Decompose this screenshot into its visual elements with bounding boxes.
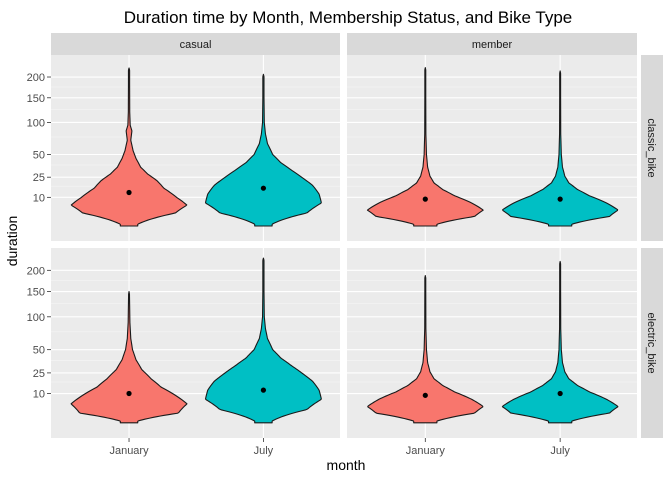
median-point xyxy=(260,185,267,191)
median-point xyxy=(557,390,563,397)
median-point xyxy=(260,387,267,393)
y-tick-label: 200 xyxy=(27,265,45,277)
x-axis-title: month xyxy=(327,457,366,473)
violin-member-classic_bike-July xyxy=(502,70,619,227)
median-point xyxy=(557,196,563,202)
strip-label-casual: casual xyxy=(180,39,212,51)
y-tick-label: 100 xyxy=(27,312,45,324)
strip-background-top xyxy=(347,33,637,55)
median-point xyxy=(422,196,428,202)
y-tick-label: 100 xyxy=(27,117,45,129)
y-tick-label: 150 xyxy=(27,93,45,105)
violin-member-classic_bike-January xyxy=(366,67,484,227)
violin-member-electric_bike-January xyxy=(367,275,484,424)
y-tick-label: 200 xyxy=(27,72,45,84)
violin-casual-classic_bike-July xyxy=(204,73,322,227)
y-axis-title: duration xyxy=(4,216,20,267)
violin-casual-electric_bike-January xyxy=(70,291,188,424)
chart-title: Duration time by Month, Membership Statu… xyxy=(124,8,573,27)
violin-member-electric_bike-July xyxy=(501,260,619,424)
y-tick-label: 50 xyxy=(33,150,45,162)
y-tick-label: 10 xyxy=(33,192,45,204)
y-tick-label: 50 xyxy=(33,345,45,357)
y-tick-label: 25 xyxy=(33,368,45,380)
strip-background-right xyxy=(641,248,663,438)
x-tick-label: July xyxy=(550,445,570,457)
strip-background-right xyxy=(641,55,663,241)
median-point xyxy=(126,390,132,397)
facet-panels: casual member classic_bike electric_bike 10 2… xyxy=(27,33,663,457)
y-tick-label: 25 xyxy=(33,172,45,184)
median-point xyxy=(126,189,132,196)
y-tick-label: 10 xyxy=(33,389,45,401)
x-tick-label: January xyxy=(406,445,446,457)
x-tick-label: January xyxy=(109,445,149,457)
x-tick-label: July xyxy=(254,445,274,457)
strip-label-member: member xyxy=(472,39,513,51)
strip-background-top xyxy=(51,33,340,55)
violin-casual-classic_bike-January xyxy=(70,67,188,227)
strip-label-classic_bike: classic_bike xyxy=(645,118,657,177)
violin-casual-electric_bike-July xyxy=(204,257,322,424)
y-tick-label: 150 xyxy=(27,287,45,299)
strip-label-electric_bike: electric_bike xyxy=(645,312,657,373)
median-point xyxy=(422,392,428,398)
